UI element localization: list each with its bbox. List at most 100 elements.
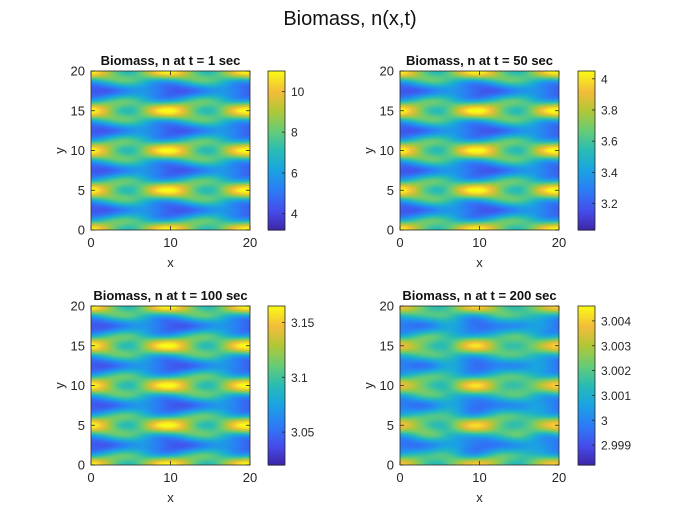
colorbar-segment bbox=[268, 197, 285, 201]
colorbar-segment bbox=[268, 333, 285, 337]
y-axis-label-3: y bbox=[52, 382, 67, 389]
colorbar-segment bbox=[578, 75, 595, 80]
colorbar-segment bbox=[578, 383, 595, 387]
colorbar-tick-label: 3.004 bbox=[601, 314, 631, 328]
colorbar-segment bbox=[578, 80, 595, 85]
x-tick-label: 10 bbox=[472, 235, 486, 250]
colorbar-segment bbox=[578, 390, 595, 394]
colorbar-segment bbox=[578, 175, 595, 179]
colorbar-segment bbox=[268, 378, 285, 382]
colorbar-segment bbox=[268, 345, 285, 349]
colorbar-segment bbox=[578, 387, 595, 392]
x-tick-label: 20 bbox=[552, 235, 566, 250]
colorbar-segment bbox=[578, 442, 595, 446]
y-tick-label: 5 bbox=[78, 418, 85, 433]
colorbar-segment bbox=[578, 130, 595, 134]
colorbar-segment bbox=[578, 417, 595, 421]
colorbar-segment bbox=[578, 160, 595, 164]
colorbar-segment bbox=[578, 135, 595, 139]
colorbar-segment bbox=[268, 368, 285, 372]
colorbar-segment bbox=[268, 365, 285, 369]
colorbar-segment bbox=[268, 148, 285, 152]
colorbar-segment bbox=[268, 437, 285, 441]
colorbar-tick-label: 3 bbox=[601, 414, 608, 428]
colorbar-segment bbox=[578, 113, 595, 117]
colorbar-segment bbox=[268, 392, 285, 397]
colorbar-segment bbox=[268, 143, 285, 147]
colorbar-segment bbox=[578, 227, 595, 231]
y-tick-label: 0 bbox=[387, 458, 394, 473]
colorbar-segment bbox=[268, 195, 285, 199]
colorbar-segment bbox=[578, 368, 595, 372]
colorbar-segment bbox=[268, 210, 285, 214]
colorbar-segment bbox=[578, 73, 595, 77]
colorbar-segment bbox=[578, 172, 595, 176]
colorbar-segment bbox=[578, 115, 595, 119]
colorbar-segment bbox=[268, 190, 285, 194]
colorbar-segment bbox=[578, 177, 595, 181]
colorbar-segment bbox=[268, 160, 285, 164]
colorbar-segment bbox=[268, 318, 285, 322]
colorbar-segment bbox=[578, 420, 595, 424]
colorbar-segment bbox=[578, 378, 595, 382]
colorbar-segment bbox=[268, 452, 285, 456]
y-axis-label-2: y bbox=[361, 147, 376, 154]
colorbar-segment bbox=[578, 432, 595, 436]
colorbar-segment bbox=[268, 447, 285, 451]
colorbar-segment bbox=[578, 462, 595, 466]
colorbar-segment bbox=[268, 435, 285, 439]
colorbar-segment bbox=[578, 133, 595, 137]
colorbar-segment bbox=[578, 425, 595, 429]
colorbar-tick-label: 4 bbox=[601, 72, 608, 86]
colorbar-segment bbox=[268, 457, 285, 461]
heatmap-image-2 bbox=[400, 71, 559, 230]
x-tick-label: 0 bbox=[396, 470, 403, 485]
colorbar-segment bbox=[268, 420, 285, 424]
colorbar-segment bbox=[268, 390, 285, 394]
colorbar-segment bbox=[578, 455, 595, 459]
colorbar-segment bbox=[268, 123, 285, 127]
colorbar-segment bbox=[268, 115, 285, 119]
colorbar-segment bbox=[268, 93, 285, 97]
colorbar-segment bbox=[578, 150, 595, 154]
colorbar-segment bbox=[578, 330, 595, 334]
colorbar-segment bbox=[268, 118, 285, 122]
colorbar-segment bbox=[578, 412, 595, 416]
colorbar-segment bbox=[268, 180, 285, 184]
y-tick-label: 0 bbox=[78, 458, 85, 473]
colorbar-segment bbox=[578, 450, 595, 454]
colorbar-segment bbox=[268, 200, 285, 204]
colorbar-segment bbox=[578, 363, 595, 367]
colorbar-tick-label: 6 bbox=[291, 166, 298, 180]
colorbar-segment bbox=[268, 308, 285, 312]
colorbar-segment bbox=[268, 313, 285, 317]
x-tick-label: 10 bbox=[472, 470, 486, 485]
colorbar-segment bbox=[268, 407, 285, 411]
colorbar-segment bbox=[268, 395, 285, 399]
y-axis-label-1: y bbox=[52, 147, 67, 154]
colorbar-segment bbox=[578, 143, 595, 147]
colorbar-segment bbox=[578, 335, 595, 339]
colorbar-segment bbox=[268, 360, 285, 364]
colorbar-segment bbox=[578, 355, 595, 359]
colorbar-segment bbox=[578, 110, 595, 114]
colorbar-segment bbox=[578, 162, 595, 167]
colorbar-segment bbox=[578, 83, 595, 87]
colorbar-segment bbox=[578, 308, 595, 312]
colorbar-segment bbox=[578, 427, 595, 431]
colorbar-segment bbox=[268, 330, 285, 334]
colorbar-segment bbox=[268, 207, 285, 211]
colorbar-segment bbox=[268, 205, 285, 209]
y-tick-label: 20 bbox=[380, 64, 394, 79]
colorbar-segment bbox=[268, 202, 285, 206]
colorbar-segment bbox=[578, 435, 595, 439]
colorbar-segment bbox=[268, 412, 285, 416]
colorbar-segment bbox=[268, 440, 285, 444]
y-tick-label: 15 bbox=[71, 338, 85, 353]
heatmap-image-1 bbox=[91, 71, 250, 230]
colorbar-segment bbox=[578, 445, 595, 449]
colorbar-tick-label: 3.002 bbox=[601, 364, 631, 378]
colorbar-segment bbox=[578, 93, 595, 97]
y-tick-label: 5 bbox=[78, 183, 85, 198]
